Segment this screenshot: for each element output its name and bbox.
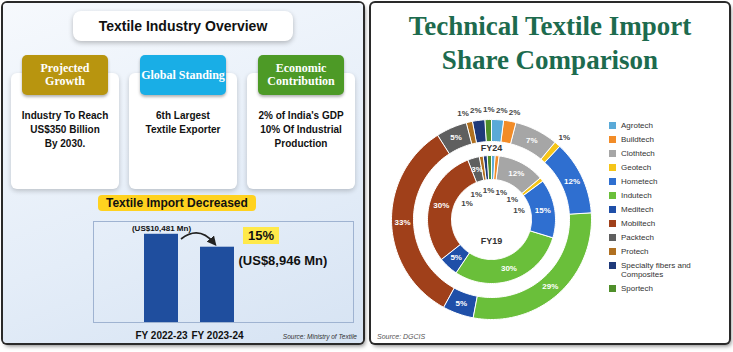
html-text:Clothtech: Clothtech — [621, 149, 655, 158]
svg-text:33%: 33% — [395, 218, 411, 227]
html-text:Hometech: Hometech — [621, 177, 658, 186]
svg-text:1%: 1% — [513, 206, 525, 215]
svg-text:FY24: FY24 — [481, 143, 503, 153]
svg-text:1%: 1% — [483, 105, 495, 114]
html-text:Geotech: Geotech — [621, 163, 652, 172]
html-text:Mobiltech: Mobiltech — [621, 219, 656, 228]
svg-text:FY 2023-24: FY 2023-24 — [191, 330, 244, 341]
svg-text:30%: 30% — [501, 264, 517, 273]
svg-text:7%: 7% — [526, 136, 538, 145]
html-text:2% of India's GDP: 2% of India's GDP — [258, 110, 344, 121]
svg-text:12%: 12% — [564, 177, 580, 186]
svg-text:5%: 5% — [450, 133, 462, 142]
svg-text:12%: 12% — [508, 169, 524, 178]
svg-text:1%: 1% — [483, 186, 495, 195]
html-text:Packtech: Packtech — [621, 233, 654, 242]
html-text:6th Largest: 6th Largest — [156, 110, 210, 121]
html-text:Meditech: Meditech — [621, 205, 654, 214]
html-text:US$350 Billion: US$350 Billion — [30, 124, 100, 135]
html-text:Buildtech: Buildtech — [621, 135, 654, 144]
html-text:Indutech: Indutech — [621, 191, 652, 200]
svg-text:15%: 15% — [535, 206, 551, 215]
svg-text:3%: 3% — [471, 165, 483, 174]
svg-text:FY 2022-23: FY 2022-23 — [135, 330, 188, 341]
html-text:Production: Production — [274, 138, 328, 149]
html-text:Textile Import Decreased: Textile Import Decreased — [106, 196, 248, 210]
html-text:Protech: Protech — [621, 247, 649, 256]
svg-text:2%: 2% — [496, 106, 508, 115]
html-text:Economic Contribution: Economic Contribution — [267, 61, 335, 88]
html-text:Source: DGCIS: Source: DGCIS — [377, 333, 426, 340]
html-text:Industry To Reach: Industry To Reach — [21, 110, 109, 121]
html-text:Agrotech: Agrotech — [621, 121, 653, 130]
html-text:Sportech: Sportech — [621, 284, 653, 293]
html-text:Technical Textile Import Share: Technical Textile Import Share Compariso… — [408, 11, 692, 75]
html-text:Projected Growth: Projected Growth — [40, 61, 90, 88]
html-text:Textile Industry Overview: Textile Industry Overview — [98, 18, 268, 34]
html-text:By 2030.: By 2030. — [44, 138, 86, 149]
svg-text:29%: 29% — [542, 282, 558, 291]
svg-text:1%: 1% — [471, 190, 483, 199]
html-text:Specialty fibers and Composite: Specialty fibers and Composites — [621, 261, 691, 279]
svg-text:5%: 5% — [450, 253, 462, 262]
svg-text:(US$10,481 Mn): (US$10,481 Mn) — [132, 224, 191, 233]
html-text:Source: Ministry of Textile: Source: Ministry of Textile — [282, 333, 357, 340]
svg-text:2%: 2% — [470, 106, 482, 115]
html-text:Textile Exporter: Textile Exporter — [145, 124, 221, 135]
svg-text:5%: 5% — [456, 299, 468, 308]
svg-text:FY19: FY19 — [481, 236, 503, 246]
svg-text:1%: 1% — [558, 133, 570, 142]
svg-text:2%: 2% — [509, 108, 521, 117]
svg-text:1%: 1% — [461, 199, 473, 208]
svg-text:30%: 30% — [433, 201, 449, 210]
svg-text:1%: 1% — [457, 109, 469, 118]
svg-text:(US$8,946 Mn): (US$8,946 Mn) — [239, 253, 328, 268]
html-text:15%: 15% — [248, 228, 274, 243]
html-text:10% Of Industrial: 10% Of Industrial — [260, 124, 342, 135]
svg-text:1%: 1% — [496, 188, 508, 197]
svg-text:1%: 1% — [506, 195, 518, 204]
html-text:Global Standing: Global Standing — [141, 67, 225, 82]
